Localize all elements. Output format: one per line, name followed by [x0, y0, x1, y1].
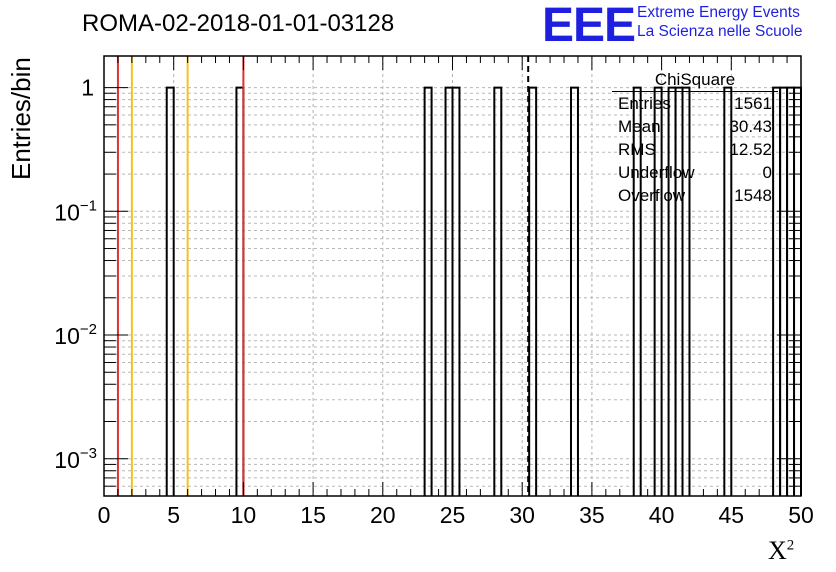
- x-tick-label: 35: [579, 502, 605, 528]
- logo-caption: Extreme Energy Events La Scienza nelle S…: [637, 3, 802, 41]
- stats-row-mean: Mean 30.43: [612, 115, 778, 138]
- y-tick-label: 10−1: [54, 197, 97, 225]
- stats-row-overflow: Overflow 1548: [612, 184, 778, 207]
- stats-value: 1548: [734, 186, 772, 205]
- stats-label: Entries: [618, 94, 671, 113]
- histogram-bin: [451, 86, 461, 496]
- stats-rows: Entries 1561 Mean 30.43 RMS 12.52 Underflow 0 Ov…: [612, 92, 778, 207]
- histogram-bin: [444, 86, 454, 496]
- x-tick-label: 5: [167, 502, 180, 528]
- histogram-bin: [653, 86, 663, 496]
- x-tick-label: 30: [509, 502, 535, 528]
- histogram-bin: [165, 86, 175, 496]
- y-tick-base: 10: [54, 199, 80, 225]
- histogram-bin: [528, 86, 538, 496]
- stats-box: ChiSquare Entries 1561 Mean 30.43 RMS 12.52 Un…: [612, 68, 778, 207]
- stats-row-entries: Entries 1561: [612, 92, 778, 115]
- histogram-bin: [235, 86, 245, 496]
- stats-label: Mean: [618, 117, 661, 136]
- y-tick-base: 10: [54, 323, 80, 349]
- stats-label: Overflow: [618, 186, 686, 205]
- stats-value: 30.43: [729, 117, 772, 136]
- y-tick-exponent: −2: [80, 321, 97, 338]
- y-tick-base: 10: [54, 447, 80, 473]
- histogram-bin: [681, 86, 691, 496]
- x-tick-label: 45: [719, 502, 745, 528]
- logo-caption-line2: La Scienza nelle Scuole: [637, 23, 803, 40]
- x-tick-label: 15: [300, 502, 326, 528]
- y-tick-exponent: −3: [80, 445, 97, 462]
- x-tick-label: 40: [649, 502, 675, 528]
- x-tick-label: 20: [370, 502, 396, 528]
- x-tick-label: 0: [98, 502, 111, 528]
- histogram-bin: [723, 86, 733, 496]
- histogram-bin: [793, 86, 802, 496]
- histogram-bin: [779, 86, 789, 496]
- x-axis-label-superscript: 2: [786, 537, 795, 554]
- stats-title: ChiSquare: [612, 68, 778, 92]
- eee-logo: EEE: [542, 0, 636, 52]
- x-axis-label-base: X: [768, 536, 787, 565]
- histogram-bin: [569, 86, 579, 496]
- stats-label: RMS: [618, 140, 656, 159]
- chart-title: ROMA-02-2018-01-01-03128: [82, 10, 395, 37]
- stats-value: 1561: [734, 94, 772, 113]
- stats-row-underflow: Underflow 0: [612, 161, 778, 184]
- y-tick-label: 1: [81, 75, 94, 101]
- stats-value: 0: [762, 163, 772, 182]
- y-tick-label: 10−2: [54, 321, 97, 349]
- logo-caption-line1: Extreme Energy Events: [637, 4, 800, 21]
- x-tick-label: 50: [788, 502, 814, 528]
- stats-label: Underflow: [618, 163, 695, 182]
- y-tick-exponent: −1: [80, 197, 97, 214]
- x-axis-label: X2: [768, 536, 794, 566]
- x-tick-label: 10: [231, 502, 257, 528]
- histogram-bin: [632, 86, 642, 496]
- histogram-bin: [423, 86, 433, 496]
- stats-row-rms: RMS 12.52: [612, 138, 778, 161]
- y-axis-label: Entries/bin: [6, 57, 36, 180]
- stats-value: 12.52: [729, 140, 772, 159]
- y-tick-label: 10−3: [54, 445, 97, 473]
- x-tick-label: 25: [440, 502, 466, 528]
- histogram-bin: [786, 86, 796, 496]
- histogram-bin: [493, 86, 503, 496]
